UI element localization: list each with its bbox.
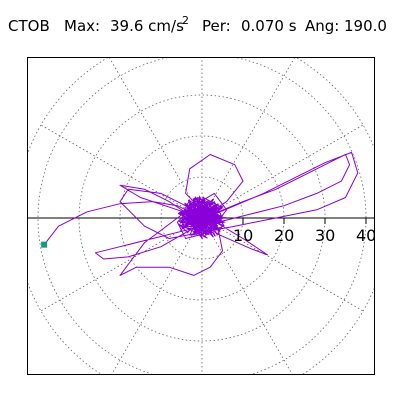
- grid-spoke-60: [201, 58, 295, 219]
- grid-spoke-30: [201, 124, 364, 219]
- max-label: Max:: [64, 17, 100, 35]
- grid-spoke-240: [111, 217, 203, 374]
- tick-labels: 10 20 30 40: [233, 226, 374, 245]
- period-label: Per:: [202, 17, 231, 35]
- trace-group: [41, 151, 359, 276]
- station-code: CTOB: [8, 17, 50, 35]
- radial-tick-label-30: 30: [315, 226, 335, 245]
- header-readout: CTOB Max: 39.6 cm/s 2 Per: 0.070 s Ang: …: [8, 14, 387, 35]
- plot-frame: 10 20 30 40: [27, 57, 375, 375]
- trace-start-marker: [41, 241, 48, 248]
- grid-spoke-150: [40, 124, 203, 219]
- period-value: 0.070 s: [241, 17, 297, 35]
- polar-plot: 10 20 30 40: [28, 58, 374, 374]
- grid-spoke-300: [201, 217, 293, 374]
- grid-spoke-210: [40, 217, 203, 312]
- trace-core-cluster: [177, 195, 227, 240]
- grid-spoke-120: [109, 58, 203, 219]
- angle-value: 190.0: [344, 17, 387, 35]
- angle-label: Ang:: [305, 17, 339, 35]
- grid-spoke-330: [201, 217, 364, 312]
- radial-tick-label-20: 20: [274, 226, 294, 245]
- max-value: 39.6 cm/s: [110, 17, 184, 35]
- radial-tick-label-10: 10: [233, 226, 253, 245]
- radial-tick-label-40: 40: [356, 226, 374, 245]
- max-unit-exponent: 2: [182, 14, 189, 27]
